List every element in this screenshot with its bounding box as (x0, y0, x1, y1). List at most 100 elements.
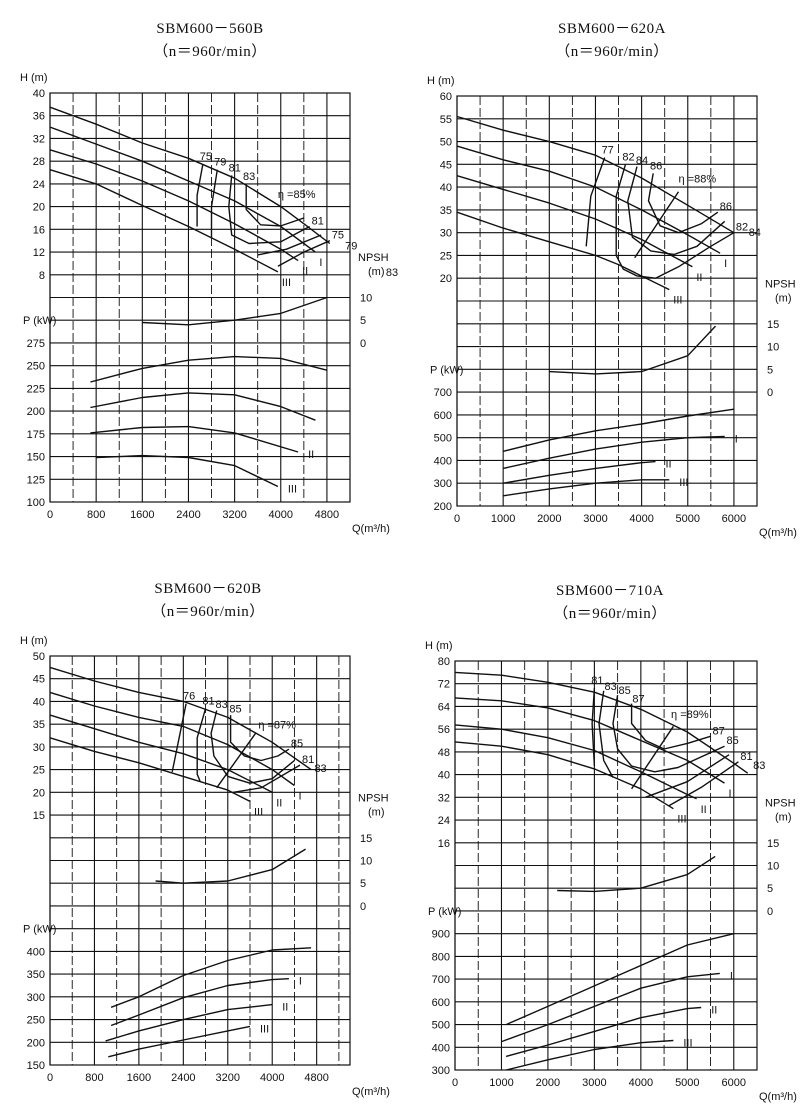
h-tick-label: 40 (440, 182, 452, 194)
p-tick-label: 900 (432, 929, 450, 941)
npsh-tick-label: 0 (360, 901, 366, 913)
h-tick-label: 15 (33, 810, 45, 822)
efficiency-label: 81 (229, 162, 241, 174)
npsh-axis-label: NPSH (358, 252, 389, 264)
h-tick-label: 50 (33, 651, 45, 663)
power-curve-label: III (260, 1023, 269, 1035)
p-tick-label: 400 (434, 455, 452, 467)
x-tick-label: 5000 (676, 513, 700, 525)
efficiency-label: 81 (202, 695, 214, 707)
p-tick-label: 400 (27, 946, 45, 958)
efficiency-label: 83 (605, 681, 617, 693)
x-tick-label: 1600 (130, 509, 154, 521)
plot-frame (454, 660, 758, 1071)
power-curve (505, 933, 734, 1026)
head-curve-label: II (696, 272, 702, 284)
npsh-curve (142, 296, 328, 326)
head-curve (49, 126, 316, 253)
head-curve (454, 671, 749, 774)
head-curve-label: II (276, 797, 282, 809)
h-tick-label: 45 (33, 674, 45, 686)
grid (454, 660, 758, 1071)
head-curve-label: III (677, 814, 686, 826)
h-tick-label: 45 (440, 159, 452, 171)
p-axis-label: P (kW) (23, 924, 56, 936)
npsh-axis-label: NPSH (765, 278, 796, 290)
efficiency-contour (627, 166, 726, 256)
efficiency-label: 79 (214, 157, 226, 169)
efficiency-label: 85 (291, 738, 303, 750)
npsh-curve (549, 325, 717, 375)
efficiency-label: 87 (632, 694, 644, 706)
power-curve (110, 947, 312, 1008)
head-curve (49, 106, 331, 245)
efficiency-label: 75 (200, 151, 212, 163)
x-tick-label: 4000 (629, 513, 653, 525)
power-curve-label: I (730, 970, 733, 982)
best-efficiency-line (216, 732, 257, 789)
x-tick-label: 800 (85, 1072, 103, 1084)
x-tick-label: 800 (87, 509, 105, 521)
efficiency-contour (645, 754, 730, 798)
p-tick-label: 125 (27, 474, 45, 486)
chart-2-subtitle: （n＝960r/min） (555, 44, 669, 60)
x-tick-label: 6000 (722, 513, 746, 525)
p-tick-label: 275 (27, 338, 45, 350)
power-curve-label: II (665, 459, 671, 471)
x-tick-label: 4000 (260, 1072, 284, 1084)
h-tick-label: 80 (438, 656, 450, 668)
efficiency-peak-label: η =87% (258, 720, 296, 732)
x-tick-label: 4000 (269, 509, 293, 521)
grid (49, 655, 351, 1066)
p-tick-label: 100 (27, 497, 45, 509)
power-curve (90, 392, 316, 421)
x-tick-label: 3200 (222, 509, 246, 521)
npsh-tick-label: 5 (360, 315, 366, 327)
p-tick-label: 250 (27, 1015, 45, 1027)
head-curve (49, 714, 273, 793)
npsh-tick-label: 15 (767, 319, 779, 331)
x-tick-label: 0 (47, 509, 53, 521)
efficiency-label: 86 (720, 201, 732, 213)
head-curve (454, 697, 725, 784)
efficiency-contour (196, 163, 204, 227)
npsh-axis-unit: (m) (368, 806, 385, 818)
npsh-tick-label: 10 (360, 293, 372, 305)
x-tick-label: 0 (47, 1072, 53, 1084)
head-curve (49, 666, 312, 771)
x-tick-label: 3000 (582, 1077, 606, 1089)
h-tick-label: 30 (440, 228, 452, 240)
h-axis-label: H (m) (20, 635, 48, 647)
chart-1: 4036322824201612810502752502252001751501… (20, 72, 398, 535)
efficiency-label: 77 (602, 145, 614, 157)
h-tick-label: 28 (33, 156, 45, 168)
best-efficiency-line (631, 725, 674, 790)
h-tick-label: 20 (440, 273, 452, 285)
p-tick-label: 200 (27, 1037, 45, 1049)
p-tick-label: 300 (434, 478, 452, 490)
h-tick-label: 25 (33, 765, 45, 777)
efficiency-label: 84 (749, 227, 761, 239)
p-tick-label: 150 (27, 1060, 45, 1072)
x-tick-label: 1000 (489, 1077, 513, 1089)
p-tick-label: 400 (432, 1042, 450, 1054)
power-curve (503, 435, 725, 470)
power-curve (90, 355, 328, 383)
chart-2: 6055504540353025201510507006005004003002… (427, 75, 797, 539)
efficiency-contour (210, 710, 295, 784)
power-curve (105, 1003, 273, 1042)
npsh-tick-label: 15 (360, 833, 372, 845)
h-tick-label: 36 (33, 111, 45, 123)
npsh-tick-label: 15 (767, 838, 779, 850)
h-tick-label: 16 (33, 224, 45, 236)
efficiency-contour (277, 240, 331, 267)
efficiency-contour (630, 703, 711, 750)
efficiency-label: 76 (183, 691, 195, 703)
p-tick-label: 300 (432, 1065, 450, 1077)
power-curve-label: II (308, 449, 314, 461)
efficiency-label: 82 (736, 222, 748, 234)
x-tick-label: 1600 (127, 1072, 151, 1084)
p-tick-label: 150 (27, 452, 45, 464)
x-tick-label: 2400 (176, 509, 200, 521)
